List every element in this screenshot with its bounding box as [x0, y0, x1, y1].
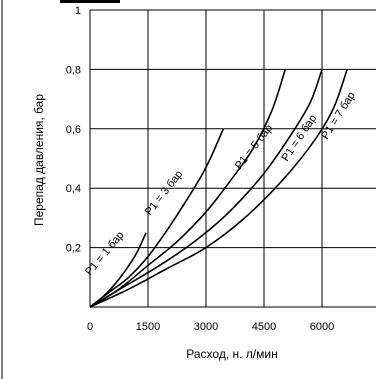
- y-tick-label: 1: [75, 5, 81, 17]
- x-tick-label: 0: [87, 321, 93, 333]
- x-tick-label: 6000: [310, 321, 334, 333]
- curves: [89, 69, 348, 308]
- y-axis-title: Перепад давления, бар: [32, 94, 46, 226]
- series-label: P1 = 3 бар: [143, 168, 185, 218]
- series-curve-5: [89, 69, 348, 308]
- y-tick-label: 0,4: [66, 183, 81, 195]
- y-tick-label: 0,6: [66, 124, 81, 136]
- series-label: P1 = 5 бар: [233, 122, 275, 172]
- x-tick-label: 1500: [136, 321, 160, 333]
- cropped-title-strip: [60, 0, 120, 3]
- series-curve-2: [89, 128, 225, 308]
- x-tick-label: 4500: [252, 321, 276, 333]
- x-axis-title: Расход, н. л/мин: [186, 347, 277, 361]
- x-tick-label: 3000: [194, 321, 218, 333]
- series-curve-4: [89, 69, 323, 308]
- y-tick-label: 0,2: [66, 243, 81, 255]
- series-label: P1 = 7 бар: [319, 90, 358, 142]
- grid: [89, 9, 376, 308]
- series-curve-3: [89, 69, 287, 308]
- y-tick-label: 0,8: [66, 64, 81, 76]
